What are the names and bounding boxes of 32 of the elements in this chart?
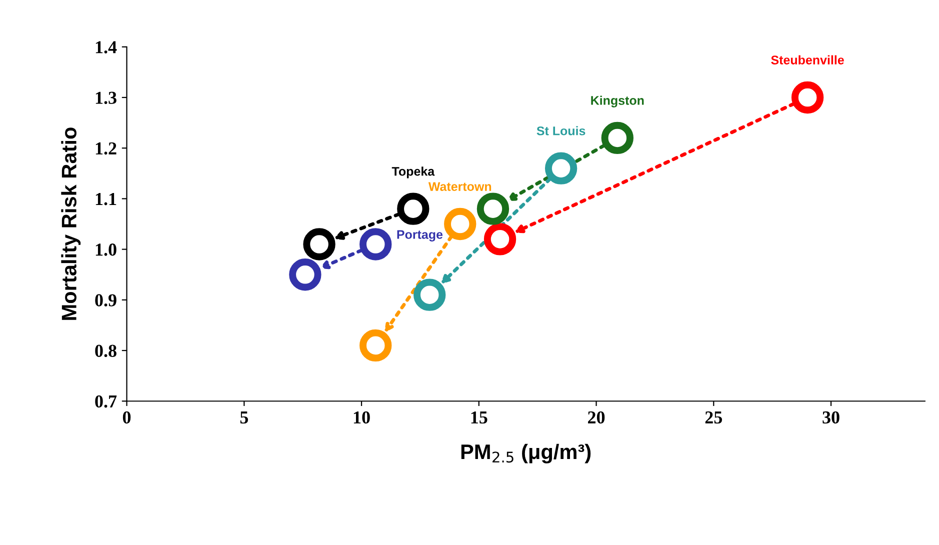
point <box>360 228 392 260</box>
x-tick-label: 15 <box>471 411 488 424</box>
point <box>476 192 510 225</box>
x-tick-label: 20 <box>588 411 605 424</box>
point <box>791 81 824 114</box>
series-label: Watertown <box>428 182 492 191</box>
point <box>444 208 476 240</box>
series-label: Topeka <box>392 166 435 178</box>
y-tick-label: 1.2 <box>96 142 116 155</box>
x-tick-label: 25 <box>705 411 722 424</box>
y-tick-label: 0.8 <box>95 344 116 358</box>
x-tick-label: 0 <box>122 411 131 424</box>
point <box>289 258 322 291</box>
series-label: Kingston <box>591 96 644 108</box>
point <box>360 329 392 362</box>
series-label: Portage <box>397 230 443 242</box>
y-tick-label: 1.1 <box>96 193 116 206</box>
text: St Louis <box>536 126 586 136</box>
x-tick-label: 5 <box>240 412 248 424</box>
point <box>303 228 336 260</box>
y-tick-label: 1.3 <box>96 92 116 104</box>
y-tick-label: 1.4 <box>96 41 117 54</box>
x-tick-label: 10 <box>354 411 370 424</box>
x-tick-label: 30 <box>822 411 840 424</box>
point <box>397 192 430 225</box>
text: Steubenville <box>771 55 844 64</box>
point <box>601 122 634 154</box>
y-axis-title: Mortality Risk Ratio <box>61 128 81 320</box>
y-tick-label: 1.0 <box>96 244 116 256</box>
x-axis-title: PM$_{2.5}$ (μg/m³) <box>461 444 591 464</box>
y-tick-label: 0.7 <box>95 395 117 408</box>
y-tick-label: 0.9 <box>95 294 116 306</box>
